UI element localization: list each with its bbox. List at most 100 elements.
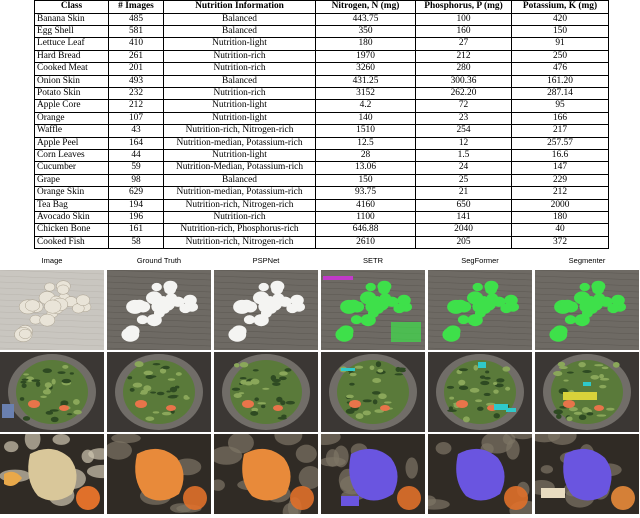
table-row: Banana Skin 485 Balanced 443.75 100 420 (34, 12, 609, 26)
table-cell: Nutrition-light (163, 99, 316, 113)
table-cell: 212 (415, 49, 512, 64)
header-potassium: Potassium, K (mg) (511, 0, 609, 14)
table-cell: 21 (415, 186, 512, 200)
table-cell: 147 (511, 161, 609, 175)
panel-image (321, 434, 425, 514)
panel-row2-image (0, 352, 104, 432)
panel-image (535, 434, 639, 514)
table-cell: Orange (34, 111, 109, 126)
table-cell: Nutrition-rich, Phosphorus-rich (163, 223, 316, 237)
table-cell: Balanced (163, 74, 316, 88)
table-cell: 205 (415, 235, 512, 250)
table-row: Orange 107 Nutrition-light 140 23 166 (34, 111, 609, 126)
panel-image (321, 270, 425, 350)
panel-image (107, 270, 211, 350)
table-cell: 629 (108, 186, 164, 200)
table-cell: 27 (415, 37, 512, 51)
column-label-setr: SETR (362, 256, 383, 265)
table-cell: 280 (415, 62, 512, 76)
column-label-ground-truth: Ground Truth (136, 256, 182, 265)
table-cell: 12.5 (315, 136, 416, 150)
panel-image (107, 352, 211, 432)
table-cell: 300.36 (415, 74, 512, 88)
table-cell: 250 (511, 49, 609, 64)
table-cell: 40 (511, 223, 609, 237)
panel-image (428, 270, 532, 350)
table-cell: Cucumber (34, 161, 109, 175)
panel-image (0, 270, 104, 350)
table-cell: Onion Skin (34, 74, 109, 88)
table-cell: Balanced (163, 173, 316, 188)
table-cell: 372 (511, 235, 609, 250)
table-cell: Corn Leaves (34, 148, 109, 163)
table-cell: Nutrition-light (163, 148, 316, 163)
panel-row2-setr (321, 352, 425, 432)
header-images: # Images (108, 0, 164, 14)
table-cell: 91 (511, 37, 609, 51)
table-cell: 201 (108, 62, 164, 76)
table-row: Apple Core 212 Nutrition-light 4.2 72 95 (34, 99, 609, 113)
panel-image (0, 352, 104, 432)
column-label-segmenter: Segmenter (568, 256, 606, 265)
table-cell: Hard Bread (34, 49, 109, 64)
table-cell: Nutrition-median, Potassium-rich (163, 186, 316, 200)
table-cell: Chicken Bone (34, 223, 109, 237)
table-cell: Lettuce Leaf (34, 37, 109, 51)
table-cell: 140 (315, 111, 416, 126)
table-row: Onion Skin 493 Balanced 431.25 300.36 161.20 (34, 74, 609, 88)
header-nitrogen: Nitrogen, N (mg) (315, 0, 416, 14)
table-cell: 650 (415, 198, 512, 213)
table-cell: 232 (108, 86, 164, 101)
table-row: Waffle 43 Nutrition-rich, Nitrogen-rich 151… (34, 124, 609, 138)
table-cell: Nutrition-median, Potassium-rich (163, 136, 316, 150)
table-cell: Apple Core (34, 99, 109, 113)
table-cell: Cooked Meat (34, 62, 109, 76)
table-cell: 58 (108, 235, 164, 250)
panel-row3-image (0, 434, 104, 514)
column-label-segformer: SegFormer (461, 256, 499, 265)
table-cell: 107 (108, 111, 164, 126)
table-cell: 350 (315, 24, 416, 39)
table-cell: 98 (108, 173, 164, 188)
table-row: Cucumber 59 Nutrition-Median, Potassium-ri… (34, 161, 609, 175)
table-row: Avocado Skin 196 Nutrition-rich 1100 141 180 (34, 210, 609, 225)
table-cell: 262.20 (415, 86, 512, 101)
table-cell: 150 (315, 173, 416, 188)
table-cell: 100 (415, 12, 512, 26)
table-cell: Nutrition-Median, Potassium-rich (163, 161, 316, 175)
table-cell: 257.57 (511, 136, 609, 150)
panel-row2-ground-truth (107, 352, 211, 432)
table-cell: Potato Skin (34, 86, 109, 101)
panel-row3-setr (321, 434, 425, 514)
table-cell: Nutrition-rich (163, 86, 316, 101)
table-cell: 72 (415, 99, 512, 113)
table-cell: 420 (511, 12, 609, 26)
table-cell: 229 (511, 173, 609, 188)
table-cell: Nutrition-rich (163, 210, 316, 225)
table-cell: Tea Bag (34, 198, 109, 213)
panel-image (428, 352, 532, 432)
table-cell: Grape (34, 173, 109, 188)
table-cell: 194 (108, 198, 164, 213)
table-cell: 196 (108, 210, 164, 225)
table-cell: 431.25 (315, 74, 416, 88)
table-cell: 1970 (315, 49, 416, 64)
panel-row1-segmenter (535, 270, 639, 350)
table-row: Apple Peel 164 Nutrition-median, Potassium… (34, 136, 609, 150)
panel-image (535, 352, 639, 432)
table-cell: 261 (108, 49, 164, 64)
panel-image (214, 270, 318, 350)
table-cell: 217 (511, 124, 609, 138)
panel-row2-segformer (428, 352, 532, 432)
table-cell: 25 (415, 173, 512, 188)
panel-row3-pspnet (214, 434, 318, 514)
table-row: Grape 98 Balanced 150 25 229 (34, 173, 609, 188)
panel-row1-pspnet (214, 270, 318, 350)
table-cell: Orange Skin (34, 186, 109, 200)
panel-row1-segformer (428, 270, 532, 350)
table-cell: 4.2 (315, 99, 416, 113)
table-cell: 493 (108, 74, 164, 88)
table-cell: 646.88 (315, 223, 416, 237)
panel-image (214, 352, 318, 432)
table-cell: 581 (108, 24, 164, 39)
